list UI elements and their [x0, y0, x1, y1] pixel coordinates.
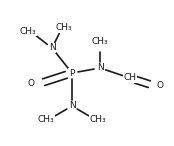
Text: CH₃: CH₃ — [20, 27, 36, 35]
Text: O: O — [27, 80, 34, 88]
Text: CH₃: CH₃ — [56, 24, 72, 33]
Text: P: P — [69, 68, 75, 78]
Text: N: N — [49, 44, 55, 53]
Text: O: O — [156, 81, 164, 91]
Text: N: N — [97, 64, 103, 73]
Text: CH: CH — [124, 73, 136, 82]
Text: CH₃: CH₃ — [92, 36, 108, 46]
Text: N: N — [69, 101, 75, 111]
Text: CH₃: CH₃ — [38, 115, 54, 125]
Text: CH₃: CH₃ — [90, 115, 106, 125]
